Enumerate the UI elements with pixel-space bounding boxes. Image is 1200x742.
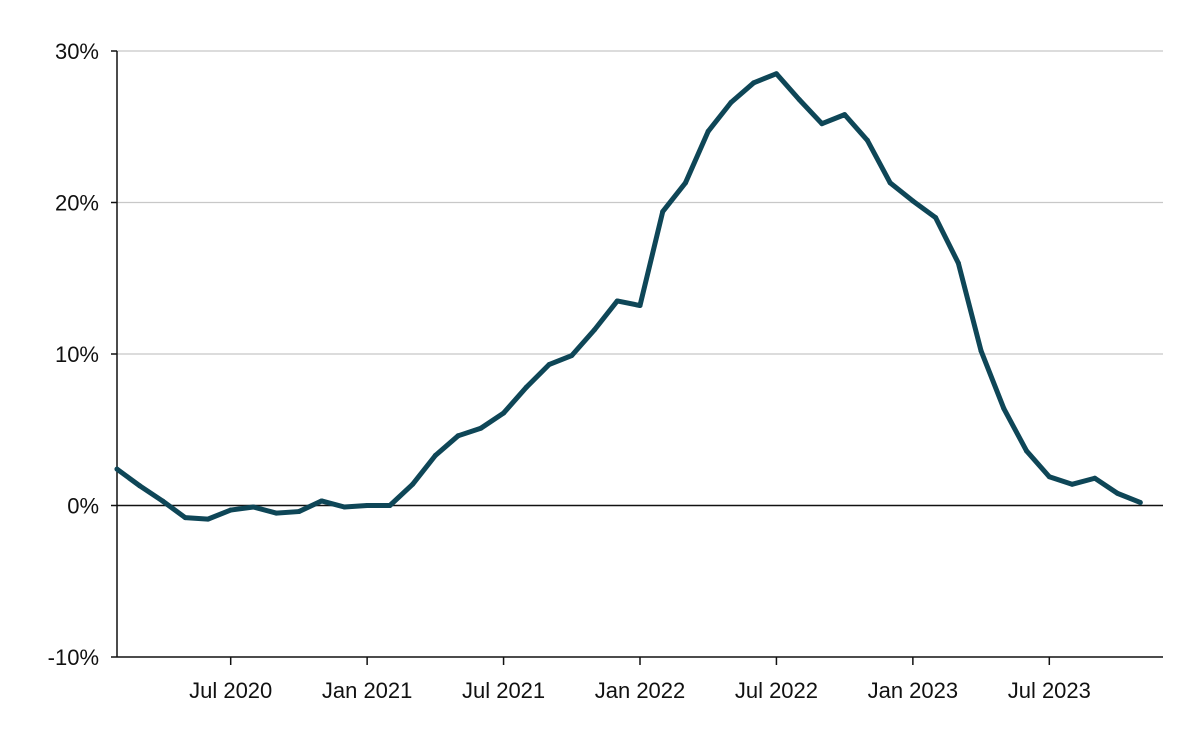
x-tick-label: Jul 2023 — [1008, 678, 1091, 703]
data-point — [864, 137, 870, 143]
y-tick-label: -10% — [48, 645, 99, 670]
data-point — [319, 498, 325, 504]
x-tick-label: Jan 2021 — [322, 678, 413, 703]
data-point — [1069, 481, 1075, 487]
data-point — [410, 481, 416, 487]
data-point — [341, 504, 347, 510]
y-tick-label: 30% — [55, 39, 99, 64]
data-point — [933, 215, 939, 221]
data-point — [910, 198, 916, 204]
data-point — [1115, 490, 1121, 496]
y-axis-tick-labels: -10% 0% 10% 20% 30% — [48, 39, 99, 670]
data-point — [455, 433, 461, 439]
data-point — [250, 504, 256, 510]
series-points-0 — [114, 71, 1143, 522]
data-point — [773, 71, 779, 77]
x-tick-label: Jul 2021 — [462, 678, 545, 703]
x-tick-label: Jan 2022 — [595, 678, 686, 703]
data-point — [228, 507, 234, 513]
data-point — [1024, 448, 1030, 454]
data-point — [569, 353, 575, 359]
data-point — [842, 112, 848, 118]
data-point — [205, 516, 211, 522]
data-point — [137, 483, 143, 489]
data-point — [364, 503, 370, 508]
y-tick-label: 20% — [55, 191, 99, 216]
data-point — [682, 180, 688, 186]
data-point — [1092, 475, 1098, 481]
series-lines — [114, 71, 1143, 522]
x-tick-label: Jul 2020 — [189, 678, 272, 703]
data-point — [796, 96, 802, 102]
gridlines — [117, 50, 1163, 355]
data-point — [887, 180, 893, 186]
data-point — [1001, 406, 1007, 412]
data-point — [819, 121, 825, 127]
data-point — [1046, 474, 1052, 480]
data-point — [159, 498, 165, 504]
x-tick-label: Jul 2022 — [735, 678, 818, 703]
y-tick-label: 10% — [55, 342, 99, 367]
series-line-0 — [114, 71, 1143, 522]
x-tick-label: Jan 2023 — [868, 678, 959, 703]
y-tick-label: 0% — [67, 494, 99, 519]
data-point — [614, 298, 620, 304]
data-point — [955, 260, 961, 266]
data-point — [432, 453, 438, 459]
data-point — [728, 100, 734, 106]
data-point — [1137, 499, 1143, 505]
data-point — [501, 410, 507, 416]
data-point — [637, 303, 643, 309]
data-point — [705, 128, 711, 134]
data-point — [592, 327, 598, 333]
data-point — [273, 510, 279, 516]
data-point — [523, 384, 529, 390]
data-point — [182, 515, 188, 521]
data-point — [546, 362, 552, 368]
data-point — [660, 209, 666, 215]
data-point — [478, 425, 484, 431]
x-axis-ticks: Jul 2020 Jan 2021 Jul 2021 Jan 2022 Jul 2022… — [189, 657, 1091, 703]
data-point — [751, 80, 757, 86]
data-point — [114, 466, 120, 472]
data-point — [296, 509, 302, 515]
data-point — [387, 503, 393, 508]
data-point — [978, 348, 984, 354]
